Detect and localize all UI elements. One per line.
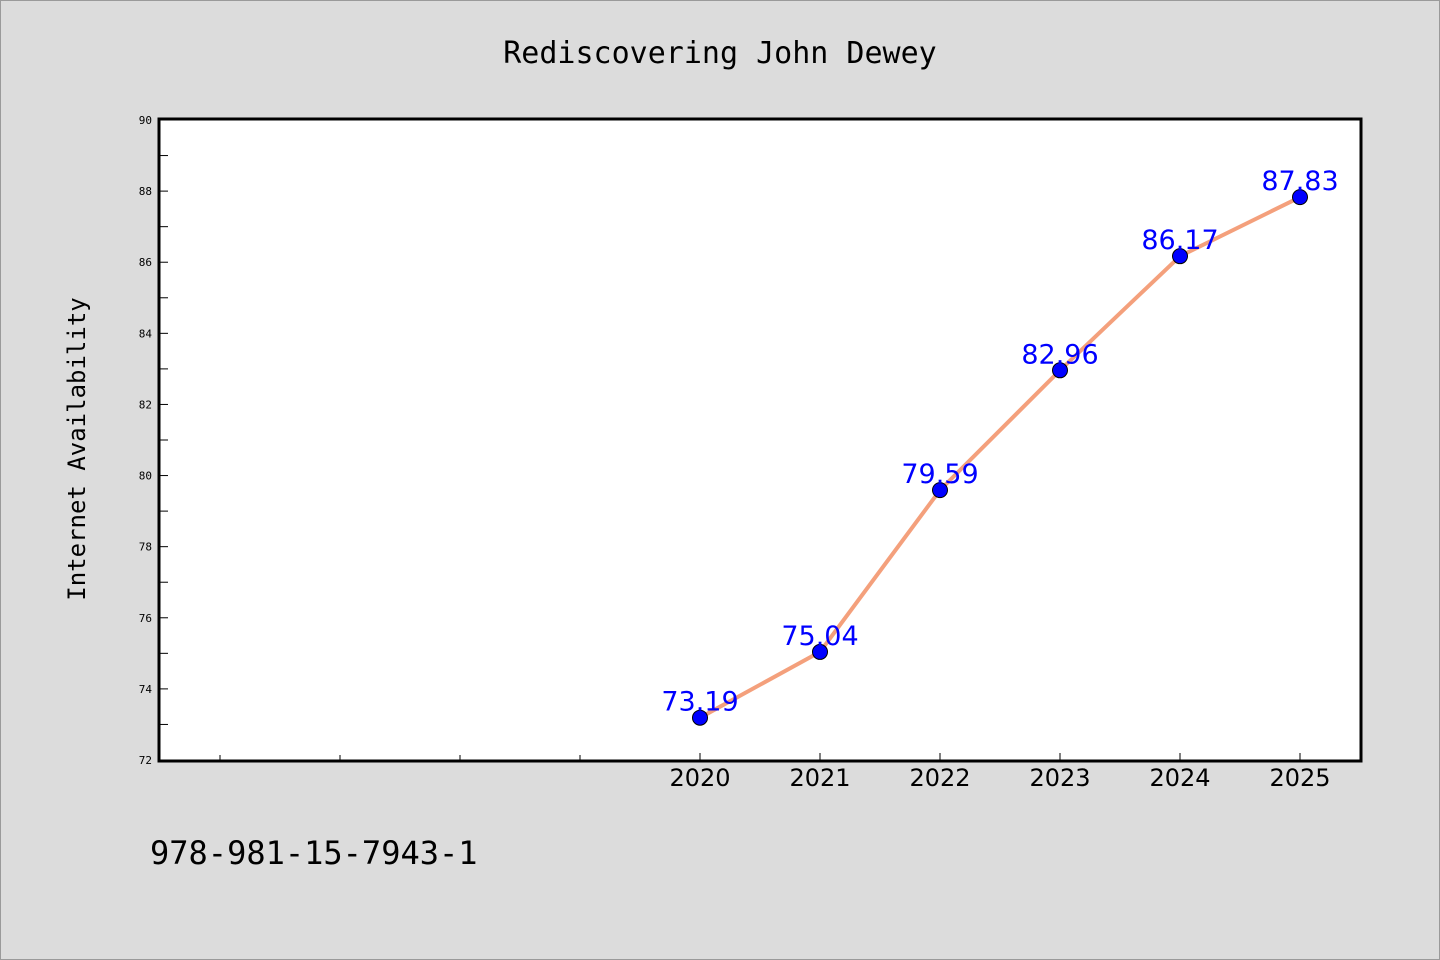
data-point [1172,248,1188,265]
y-tick-label: 84 [139,327,153,340]
x-tick-label: 2024 [1149,764,1210,792]
x-tick-label: 2025 [1269,764,1330,792]
x-tick-label: 2022 [909,764,970,792]
data-point [692,709,708,726]
data-point [812,643,828,660]
y-tick-label: 76 [139,612,152,625]
y-axis-label: Internet Availability [63,297,91,600]
y-tick-label: 74 [139,683,153,696]
chart-title: Rediscovering John Dewey [503,36,936,71]
data-labels: 73.19 75.04 79.59 82.96 86.17 87.83 [661,166,1338,718]
y-tick-label: 78 [139,541,152,554]
data-label: 75.04 [781,621,858,652]
series-line [698,195,1302,720]
x-tick-label: 2023 [1029,764,1090,792]
x-tick-label: 2021 [789,764,850,792]
data-label: 73.19 [661,687,738,718]
footer-isbn: 978-981-15-7943-1 [150,834,478,872]
y-tick-label: 88 [139,185,152,198]
data-label: 87.83 [1261,166,1338,197]
y-tick-label: 72 [139,754,152,767]
data-label: 86.17 [1141,225,1218,256]
x-tick-label: 2020 [669,764,730,792]
y-tick-label: 86 [139,256,152,269]
series-layer [692,189,1308,726]
data-label: 79.59 [901,459,978,490]
data-point [1052,362,1068,379]
data-point [932,482,948,499]
y-tick-label: 90 [139,114,152,127]
x-axis: 2020 2021 2022 2023 2024 2025 [219,753,1331,792]
plot-area [157,117,1363,763]
data-point [1292,189,1308,206]
y-tick-label: 82 [139,398,152,411]
data-label: 82.96 [1021,339,1098,370]
y-tick-label: 80 [139,470,152,483]
y-axis: 72 74 76 78 80 82 84 86 88 90 [139,114,168,767]
